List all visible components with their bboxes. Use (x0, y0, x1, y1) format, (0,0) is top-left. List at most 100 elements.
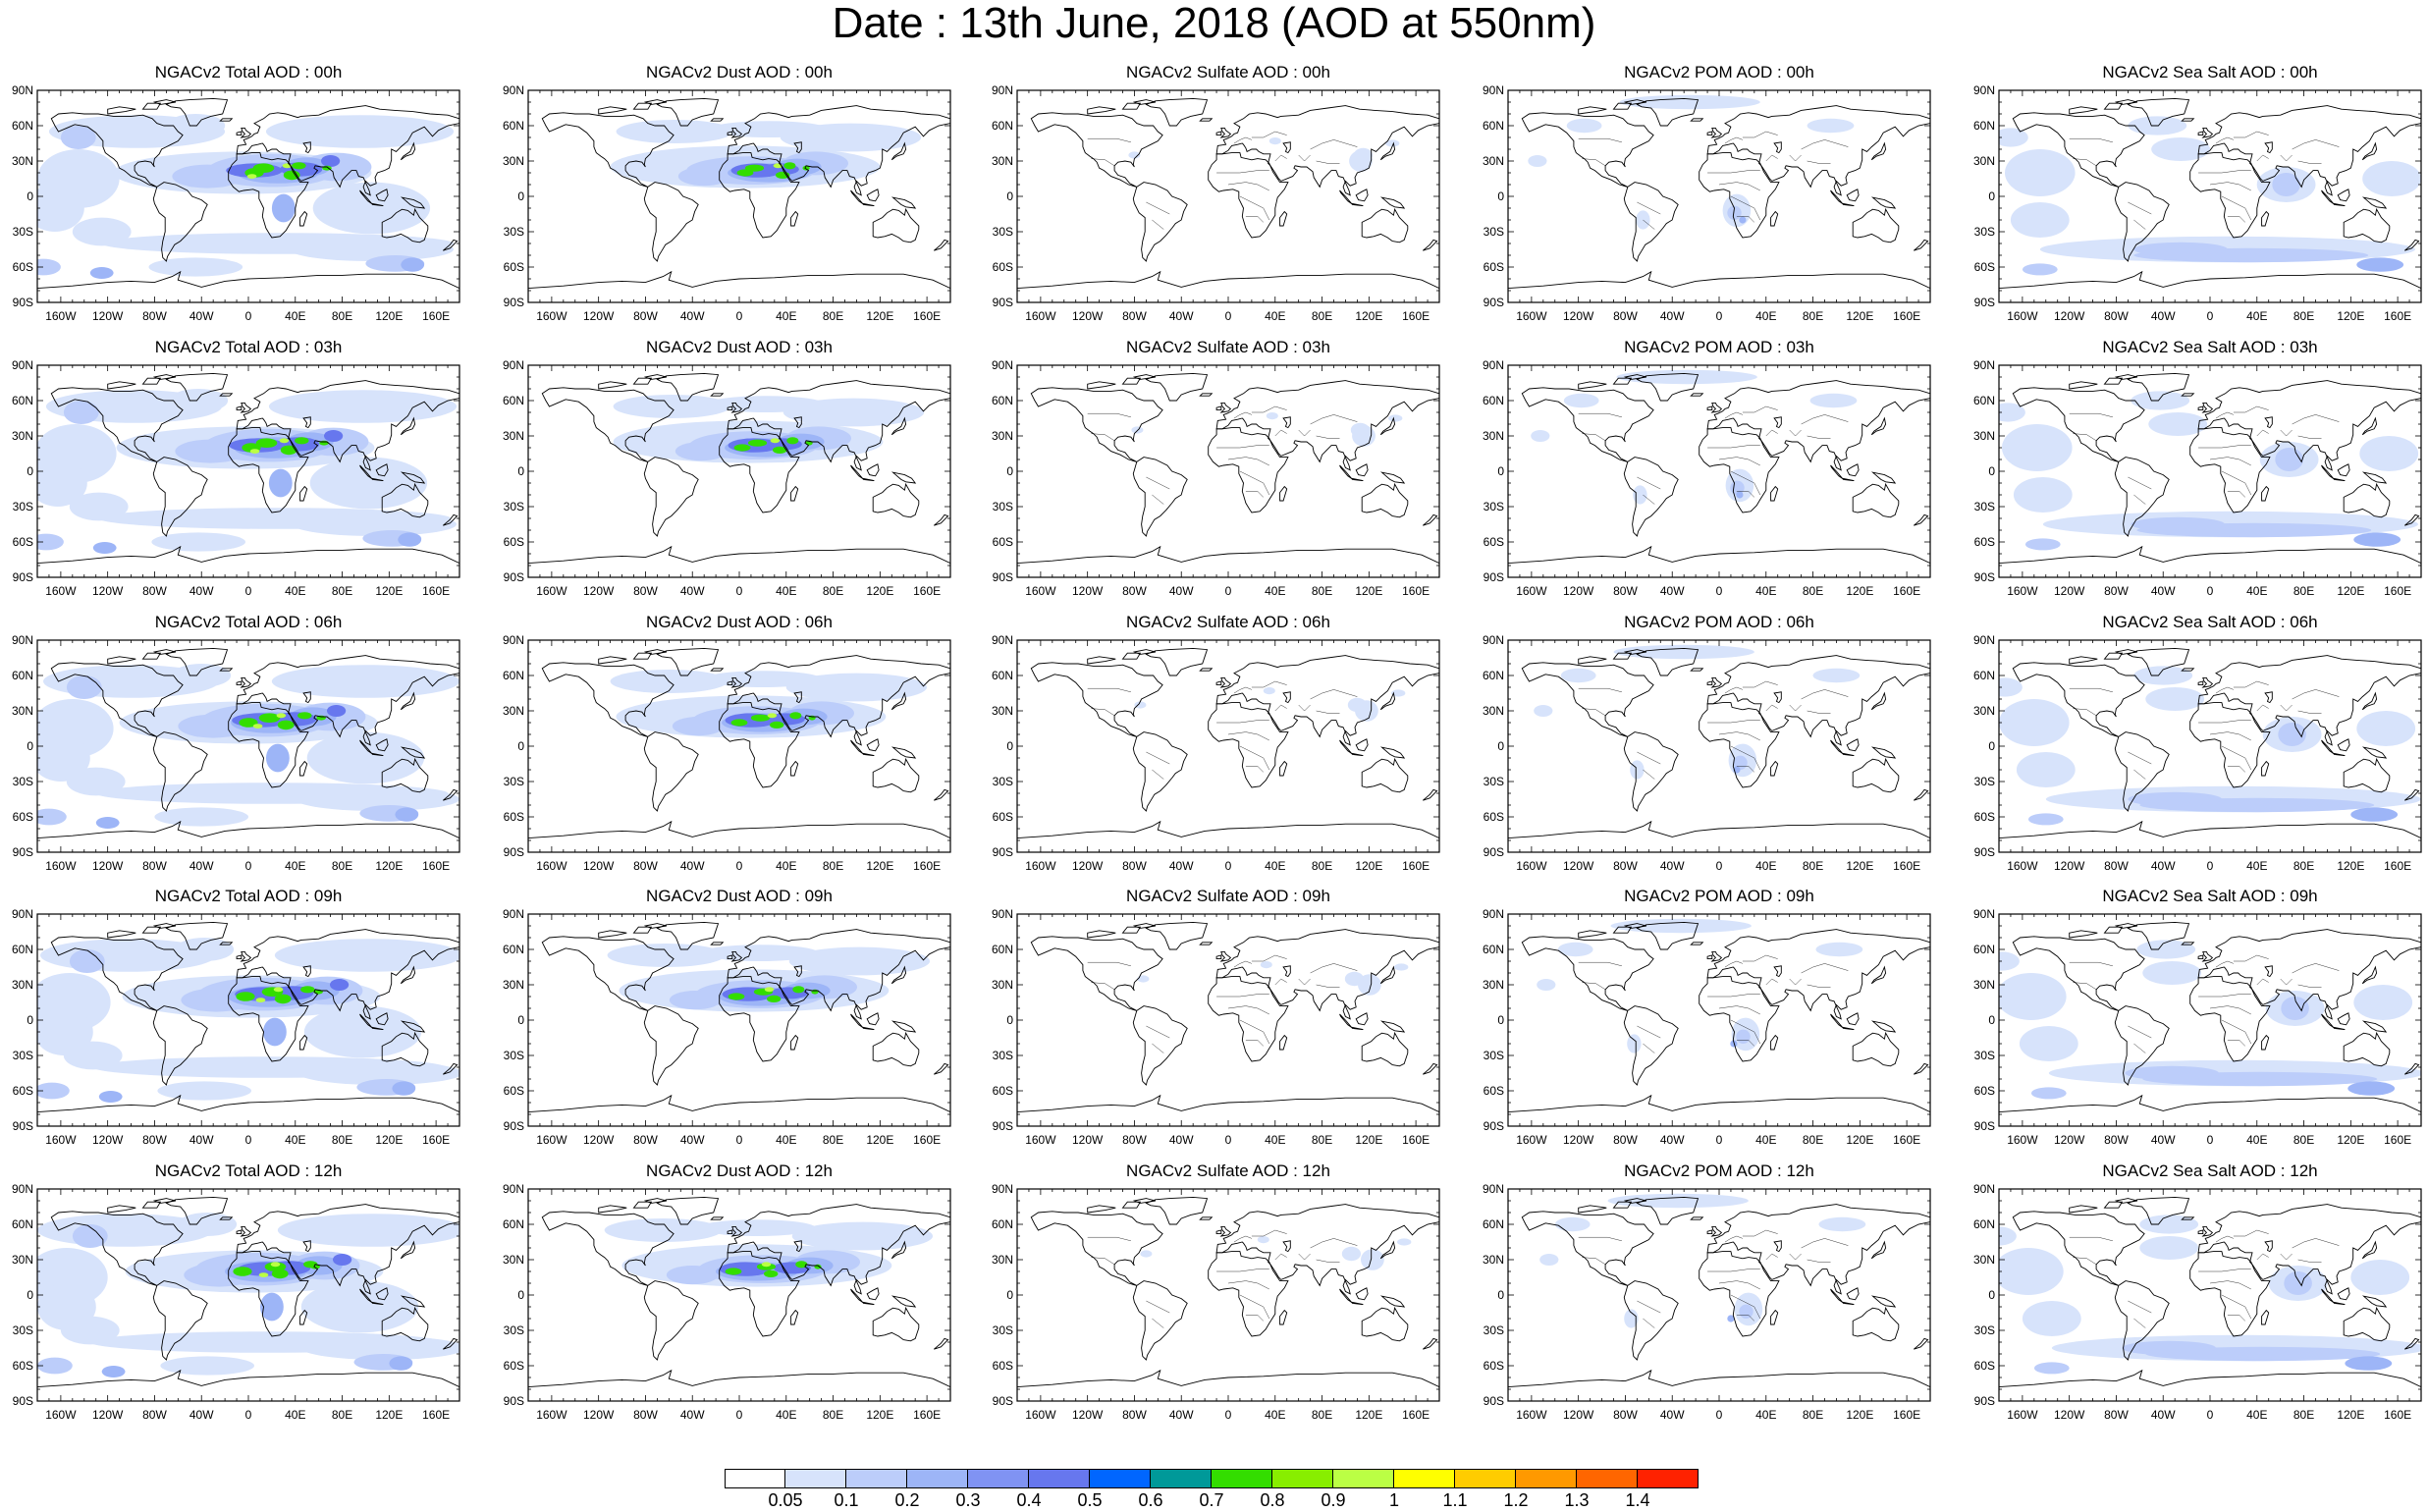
lon-label: 120E (375, 1133, 403, 1147)
lon-label: 120W (92, 859, 124, 873)
lat-label: 60S (1484, 535, 1504, 549)
colorbar-label: 0.5 (1077, 1490, 1103, 1510)
lon-label: 80W (2104, 1133, 2129, 1147)
aod-blob (292, 162, 306, 170)
lon-label: 120E (2337, 1133, 2364, 1147)
lon-label: 40W (1660, 309, 1685, 323)
aod-blob (1353, 147, 1373, 163)
aod-blob (616, 120, 733, 143)
lon-label: 80W (633, 584, 658, 598)
lon-label: 40E (285, 1408, 305, 1422)
lat-label: 0 (1988, 189, 1995, 203)
lon-label: 80W (142, 1408, 167, 1422)
aod-blob (1566, 118, 1602, 134)
ticks (527, 913, 951, 1127)
aod-blob (398, 532, 422, 547)
lat-label: 60N (1973, 394, 1995, 407)
lat-label: 90N (992, 633, 1013, 647)
lon-label: 160E (1402, 859, 1430, 873)
aod-blob (2033, 1362, 2070, 1375)
map-panel-seasalt-row-4: NGACv2 Sea Salt AOD : 12h 90N 60N 30N 0 30S 60… (1973, 1161, 2422, 1432)
aod-blob (1137, 975, 1150, 983)
lat-label: 30N (1973, 978, 1995, 992)
map-plot: 90N 60N 30N 0 30S 60S 90S 160W 120W 80W 40W 0 40E 80E… (1483, 1182, 1931, 1422)
lat-label: 90S (1974, 845, 1995, 859)
lon-label: 160W (45, 309, 77, 323)
aod-blob (1818, 1216, 1866, 1232)
aod-field (1508, 918, 1930, 1113)
lat-label: 90N (12, 1182, 33, 1196)
aod-blob (297, 1061, 459, 1085)
lon-label: 160W (1516, 1133, 1547, 1147)
map-plot: 90N 60N 30N 0 30S 60S 90S 160W 120W 80W 40W 0 40E 80E… (1973, 633, 2422, 873)
lon-label: 120E (375, 584, 403, 598)
aod-blob (148, 257, 243, 277)
lat-label: 90N (1973, 633, 1995, 647)
coastlines (37, 372, 459, 565)
ticks (527, 639, 951, 853)
ticks (1507, 1188, 1931, 1402)
aod-blob (1344, 971, 1364, 987)
lat-label: 60S (993, 1359, 1013, 1373)
lat-label: 30N (503, 154, 524, 168)
lat-label: 60S (993, 535, 1013, 549)
aod-blob (2356, 711, 2416, 746)
coastlines (1999, 1196, 2421, 1388)
colorbar-label: 1.2 (1503, 1490, 1529, 1510)
aod-blob (271, 1269, 289, 1279)
lon-label: 0 (1225, 1408, 1232, 1422)
lat-label: 30N (1483, 1253, 1504, 1267)
lon-label: 120W (92, 1133, 124, 1147)
aod-blob (1999, 128, 2028, 147)
aod-blob (2125, 1065, 2219, 1081)
coastlines (528, 372, 950, 565)
aod-blob (1391, 689, 1406, 697)
lat-label: 30S (13, 225, 33, 239)
lat-label: 30S (13, 1323, 33, 1337)
lon-label: 120E (1355, 1133, 1382, 1147)
lon-label: 0 (2207, 1408, 2214, 1422)
aod-blob (764, 987, 775, 993)
map-panel-dust-row-3: NGACv2 Dust AOD : 09h 90N 60N 30N 0 30S 60S 90S… (503, 887, 951, 1158)
aod-blob (172, 164, 243, 189)
country-borders (1087, 680, 1358, 780)
aod-blob (1809, 393, 1858, 408)
lon-label: 120W (583, 1408, 615, 1422)
lon-label: 160W (2007, 309, 2038, 323)
lon-label: 40W (189, 309, 214, 323)
map-plot: 90N 60N 30N 0 30S 60S 90S 160W 120W 80W 40W 0 40E 80E… (12, 83, 460, 323)
aod-field (1017, 1196, 1439, 1388)
lon-label: 40E (1755, 584, 1776, 598)
aod-field (1508, 644, 1930, 839)
aod-blob (2353, 985, 2413, 1020)
aod-blob (66, 767, 126, 796)
aod-blob (327, 705, 347, 717)
map-plot: 90N 60N 30N 0 30S 60S 90S 160W 120W 80W 40W 0 40E 80E… (503, 633, 951, 873)
map-panel-seasalt-row-3: NGACv2 Sea Salt AOD : 09h 90N 60N 30N 0 30S 60… (1973, 887, 2422, 1158)
aod-blob (233, 1267, 252, 1276)
lon-label: 0 (1716, 309, 1723, 323)
lat-label: 90S (504, 570, 524, 584)
aod-blob (767, 713, 778, 719)
aod-blob (1633, 485, 1647, 505)
lon-label: 160W (1025, 1133, 1056, 1147)
lon-label: 80W (633, 1408, 658, 1422)
lon-label: 80E (1312, 309, 1332, 323)
country-borders (1578, 954, 1849, 1053)
aod-blob (1999, 1248, 2064, 1295)
lon-label: 120W (1563, 859, 1594, 873)
colorbar-label: 0.4 (1016, 1490, 1042, 1510)
lat-label: 30N (12, 978, 33, 992)
aod-blob (60, 1316, 120, 1345)
aod-blob (2133, 242, 2228, 257)
lon-label: 80E (2293, 309, 2314, 323)
colorbar-label: 0.8 (1260, 1490, 1285, 1510)
lat-label: 60S (1974, 535, 1995, 549)
aod-blob (265, 115, 455, 148)
map-panel-seasalt-row-2: NGACv2 Sea Salt AOD : 06h 90N 60N 30N 0 30S 60… (1973, 613, 2422, 884)
colorbar-label: 0.2 (894, 1490, 920, 1510)
lat-label: 90N (992, 1182, 1013, 1196)
aod-blob (725, 1268, 742, 1275)
lon-label: 160W (45, 859, 77, 873)
lat-label: 60S (504, 810, 524, 824)
